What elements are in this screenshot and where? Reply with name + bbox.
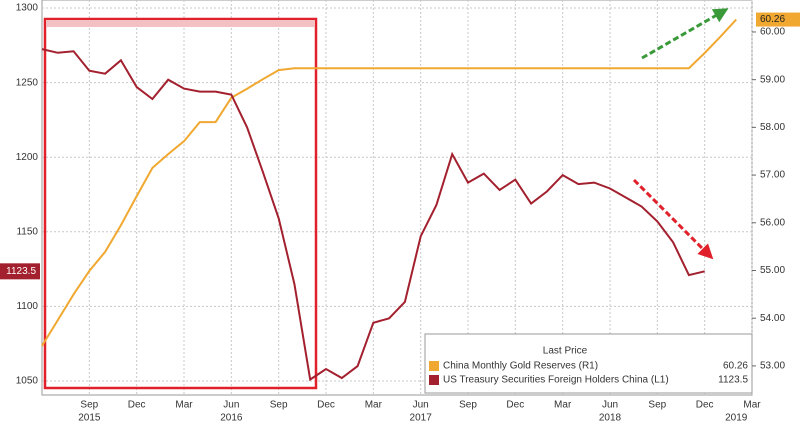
x-tick-label: Jun: [413, 400, 429, 411]
legend-box: [424, 333, 753, 394]
y-tick-label: 1250: [16, 77, 39, 88]
x-tick-label: Mar: [175, 400, 193, 411]
grid: [42, 0, 753, 395]
up-arrow: [641, 8, 729, 60]
legend-label: China Monthly Gold Reserves (R1): [443, 361, 598, 372]
x-tick-label: Dec: [506, 400, 524, 411]
y2-tick-label: 57.00: [760, 170, 785, 181]
x-tick-label: Jun: [223, 400, 239, 411]
x-tick-label: Sep: [648, 400, 666, 411]
x-tick-label: Mar: [365, 400, 383, 411]
last-value-label: 60.26: [760, 14, 785, 25]
x-year-label: 2019: [725, 413, 748, 424]
y-tick-label: 1200: [16, 152, 39, 163]
last-value-badge: [756, 12, 800, 27]
y-tick-label: 1150: [16, 226, 38, 237]
x-tick-label: Dec: [696, 400, 714, 411]
legend-value: 1123.5: [718, 375, 748, 386]
legend: Last Price China Monthly Gold Reserves (…: [424, 333, 753, 394]
legend-swatch: [429, 361, 439, 371]
y2-tick-label: 59.00: [760, 74, 785, 85]
x-tick-label: Dec: [317, 400, 335, 411]
x-tick-label: Mar: [743, 400, 761, 411]
x-tick-label: Dec: [128, 400, 146, 411]
y-tick-label: 1100: [16, 301, 38, 312]
legend-label: US Treasury Securities Foreign Holders C…: [443, 375, 669, 386]
x-year-label: 2016: [220, 413, 243, 424]
plot-area: [41, 0, 753, 396]
highlight-box: [43, 17, 318, 390]
legend-value: 60.26: [723, 361, 748, 372]
series-group: [41, 18, 737, 382]
series-line: [41, 48, 705, 382]
y-tick-label: 1300: [16, 3, 39, 14]
legend-title: Last Price: [543, 346, 588, 357]
series-line: [41, 18, 737, 347]
y2-tick-label: 56.00: [760, 217, 785, 228]
last-value-label: 1123.5: [6, 266, 36, 277]
x-year-label: 2018: [599, 413, 622, 424]
y2-tick-label: 53.00: [760, 361, 785, 372]
y2-tick-label: 60.00: [760, 27, 785, 38]
y-tick-label: 1050: [16, 376, 39, 387]
x-year-label: 2015: [78, 413, 101, 424]
last-value-badge: [0, 263, 40, 280]
legend-swatch: [429, 375, 439, 385]
x-tick-label: Jun: [602, 400, 618, 411]
y2-tick-label: 55.00: [760, 265, 785, 276]
y2-tick-label: 54.00: [760, 313, 785, 324]
x-tick-label: Sep: [270, 400, 288, 411]
x-tick-label: Sep: [80, 400, 98, 411]
x-tick-label: Sep: [459, 400, 477, 411]
y2-tick-label: 58.00: [760, 122, 785, 133]
x-year-label: 2017: [410, 413, 433, 424]
highlight-band: [46, 20, 315, 27]
x-tick-label: Mar: [554, 400, 572, 411]
